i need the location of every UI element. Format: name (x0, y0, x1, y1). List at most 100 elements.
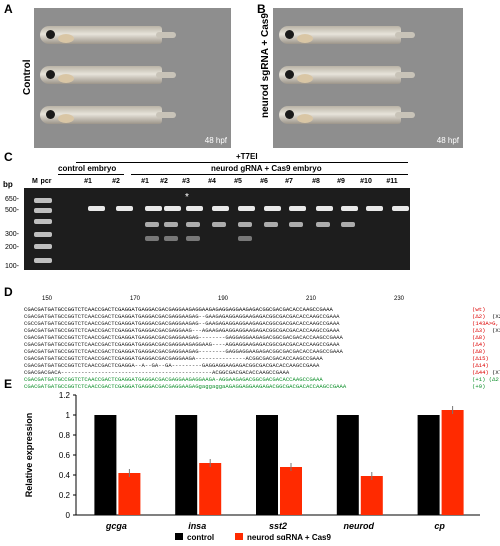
control-group-label: control embryo (58, 164, 117, 173)
lane-label: #8 (312, 178, 320, 185)
marker-band (34, 198, 52, 203)
cleaved-band (316, 222, 330, 227)
category-label: insa (188, 521, 206, 531)
sequence-note: (wt) (472, 306, 486, 313)
marker-label: M (32, 178, 38, 185)
position-label: 190 (218, 296, 229, 302)
cleaved-band (164, 222, 178, 227)
position-label: 170 (130, 296, 141, 302)
marker-band (34, 219, 52, 224)
neurod-bar (118, 473, 141, 515)
lane-label: #2 (112, 178, 120, 185)
lane-label: #5 (234, 178, 242, 185)
control-fish-3 (40, 106, 176, 124)
lane-label: #1 (84, 178, 92, 185)
legend-label: control (187, 533, 214, 540)
sequence-row: CGACGATGATGCCGGTCTCAACCGACTCGAGGATGAGGAC… (24, 348, 494, 355)
gel-star: * (185, 192, 189, 203)
sequence-note: (Δ8) (472, 334, 486, 341)
sequence-count: (X3) (492, 327, 500, 334)
sequence-alignment: CGACGATGATGCCGGTCTCAACCGACTCGAGGATGAGGAC… (24, 306, 500, 390)
sequence-note: (Δ14) (472, 362, 489, 369)
marker-band (34, 208, 52, 213)
y-tick-label: 1 (66, 411, 71, 420)
y-tick-label: 1.2 (59, 391, 71, 400)
gel-band (316, 206, 333, 211)
lane-label: #1 (141, 178, 149, 185)
control-photo: 48 hpf (34, 8, 231, 148)
size-label: 200- (5, 244, 20, 251)
legend-label: neurod sgRNA + Cas9 (247, 533, 331, 540)
sequence-count: (X2) (492, 313, 500, 320)
control-bar (336, 415, 359, 515)
sequence-row: CGACGATGATGCCGGTCTCAACCGACTCGAGGATGAGGAC… (24, 355, 494, 362)
sequence-row: CGACGATGATGCCGGTCTCAACCGACTCGAGGATGAGGAC… (24, 327, 500, 334)
lane-label: #2 (160, 178, 168, 185)
control-fish-1 (40, 26, 176, 44)
neurod-photo: 48 hpf (273, 8, 463, 148)
gel-band (145, 206, 162, 211)
gel-band (164, 206, 181, 211)
t7ei-label: +T7EI (236, 152, 258, 161)
size-label: 100- (5, 263, 20, 270)
cleaved-band (186, 236, 200, 241)
lane-label: #11 (386, 178, 398, 185)
bp-label: bp (3, 180, 13, 189)
gel-band (264, 206, 281, 211)
gel-band (238, 206, 255, 211)
category-label: sst2 (269, 521, 287, 531)
panel-a-letter: A (4, 2, 13, 16)
panel-b-letter: B (257, 2, 266, 16)
lane-label: #9 (337, 178, 345, 185)
sequence-note: (Δ8) (472, 348, 486, 355)
sequence-text: CGACGATGATGCCGGTCTCAACCGACTCGAGGATGAGGAC… (24, 327, 340, 334)
cleaved-band (341, 222, 355, 227)
control-bar (417, 415, 440, 515)
category-label: cp (434, 521, 445, 531)
lane-label: #6 (260, 178, 268, 185)
sequence-text: CGACGATGATGCCGGTCTCAACCGACTCGAGGATGAGGAC… (24, 376, 323, 383)
lane-label: pcr (40, 178, 52, 185)
sequence-text: CGACGATGATGCCGGTCTCAACCGACTCGAGGATGAGGAC… (24, 334, 343, 341)
gel-band (341, 206, 358, 211)
neurod-group-label: neurod gRNA + Cas9 embryo (211, 164, 322, 173)
marker-band (34, 258, 52, 263)
sequence-note: (Δ44) (472, 369, 489, 376)
expression-chart: 0 0.2 0.4 0.6 0.8 1 1.2 Relative expression gcga… (18, 383, 492, 542)
lane-label: #3 (182, 178, 190, 185)
neurod-fish-1 (279, 26, 415, 44)
sequence-text: CGACGATGATGCCGGTCTCAACCGACTCGAGGATGAGGAC… (24, 306, 333, 313)
neurod-bar (280, 467, 302, 515)
sequence-text: CGACGACGACA-----------------------------… (24, 369, 290, 376)
legend: control neurod sgRNA + Cas9 (175, 533, 331, 542)
cleaved-band (238, 236, 252, 241)
sequence-text: CGACGATGATGCCGGTCTCAACCGACTCGAGGA--A--GA… (24, 362, 320, 369)
neurod-time: 48 hpf (436, 136, 459, 145)
sequence-text: CGACGATGATGCCGGTCTCAACCGACTCGAGGATGAGGAC… (24, 355, 323, 362)
sequence-text: CGACGATGATGCCGGTCTCAACCGACTCGAGGATGAGGAC… (24, 313, 340, 320)
sequence-row: CGACGATGATGCCGGTCTCAACCGACTCGAGGATGAGGAC… (24, 306, 494, 313)
size-label: 500- (5, 207, 20, 214)
marker-band (34, 232, 52, 237)
size-label: 650- (5, 196, 20, 203)
lane-label: #7 (285, 178, 293, 185)
neurod-fish-3 (279, 106, 415, 124)
neurod-side-label: neurod sgRNA + Cas9 (260, 13, 271, 118)
sequence-row: CGACGATGATGCCGGTCTCAACCGACTCGAGGATGAGGAC… (24, 313, 500, 320)
panel-e-letter: E (4, 377, 13, 391)
lane-label: #10 (360, 178, 372, 185)
position-label: 210 (306, 296, 317, 302)
size-label: 300- (5, 231, 20, 238)
y-axis-label: Relative expression (24, 413, 34, 498)
category-label: neurod (344, 521, 375, 531)
sequence-text: CGACGATGATGCCGGTCTCAACCGACTCGAGGATGAGGAC… (24, 341, 340, 348)
sequence-row: CGACGATGATGCCGGTCTCAACCGACTCGAGGATGAGGAC… (24, 376, 500, 383)
gel-band (88, 206, 105, 211)
cleaved-band (289, 222, 303, 227)
sequence-row: CGACGATGATGCCGGTCTCAACCGACTCGAGGATGAGGAC… (24, 383, 494, 390)
sequence-text: CGACGATGATGCCGGTCTCAACCGACTCGAGGATGAGGAC… (24, 383, 347, 390)
sequence-text: CGACGATGATGCCGGTCTCAACCGACTCGAGGATGAGGAC… (24, 348, 343, 355)
neurod-fish-2 (279, 66, 415, 84)
y-tick-label: 0 (66, 511, 71, 520)
sequence-note: (Δ4) (472, 341, 486, 348)
